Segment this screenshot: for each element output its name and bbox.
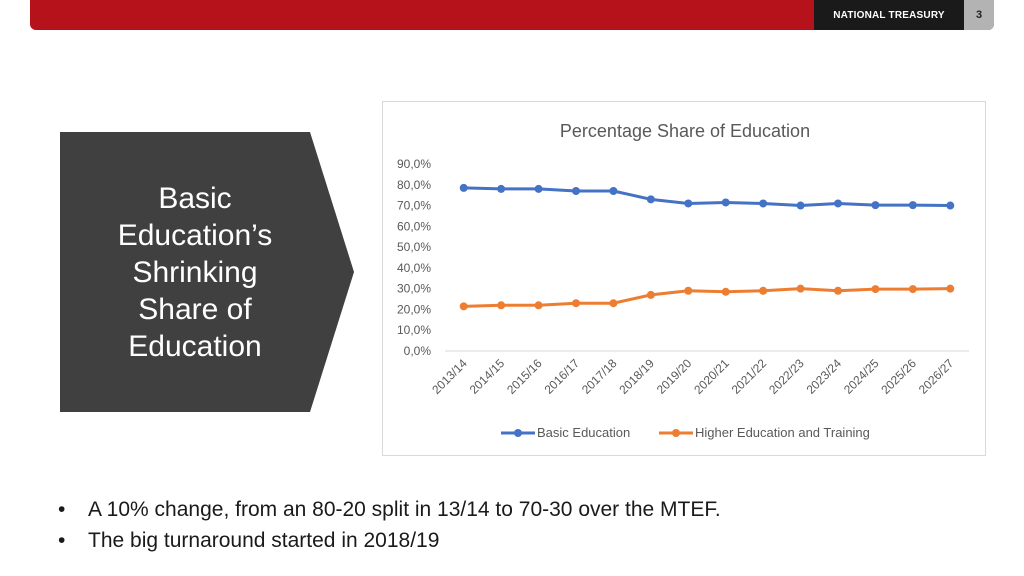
data-point — [759, 199, 768, 208]
data-point — [834, 286, 842, 295]
legend-label: Basic Education — [537, 425, 630, 440]
y-tick-label: 0,0% — [404, 344, 432, 358]
x-tick-label: 2023/24 — [804, 356, 845, 397]
y-tick-label: 90,0% — [397, 157, 431, 171]
data-point — [646, 290, 655, 299]
series-line — [463, 287, 951, 308]
chart-panel: Percentage Share of Education 0,0% 10,0% 2… — [382, 101, 986, 456]
x-tick-label: 2020/21 — [691, 356, 732, 397]
page-number: 3 — [964, 0, 994, 30]
data-point — [497, 301, 506, 310]
x-tick-label: 2017/18 — [579, 356, 620, 397]
x-tick-label: 2024/25 — [841, 356, 882, 397]
y-tick-label: 30,0% — [397, 282, 431, 296]
x-tick-label: 2022/23 — [766, 356, 807, 397]
x-tick-label: 2021/22 — [729, 356, 770, 397]
brand-label: NATIONAL TREASURY — [814, 0, 964, 30]
x-tick-label: 2026/27 — [916, 356, 957, 397]
data-point — [534, 301, 543, 310]
data-point — [946, 284, 955, 293]
x-tick-label: 2018/19 — [616, 356, 657, 397]
data-point — [721, 287, 730, 296]
x-tick-labels: 2013/142014/152015/162016/172017/182018/… — [429, 356, 956, 397]
bullet-item: A 10% change, from an 80-20 split in 13/… — [58, 494, 958, 525]
y-tick-labels: 0,0% 10,0% 20,0% 30,0% 40,0% 50,0% 60,0% 70,0% 8… — [397, 157, 431, 358]
data-point — [871, 285, 880, 294]
legend-label: Higher Education and Training — [695, 425, 870, 440]
data-point — [871, 201, 880, 210]
series-line — [463, 186, 951, 208]
x-tick-label: 2025/26 — [878, 356, 919, 397]
x-tick-label: 2013/14 — [429, 356, 470, 397]
data-point — [684, 199, 693, 208]
y-tick-label: 50,0% — [397, 240, 431, 254]
data-point — [497, 184, 506, 193]
data-point — [459, 302, 468, 311]
legend: Basic Education Higher Education and Trai… — [501, 425, 870, 440]
data-point — [908, 285, 917, 294]
data-point — [834, 199, 842, 208]
data-point — [908, 201, 917, 210]
line-chart: Percentage Share of Education 0,0% 10,0% 2… — [397, 121, 969, 440]
data-point — [646, 195, 655, 204]
data-point — [609, 299, 618, 308]
x-tick-label: 2019/20 — [654, 356, 695, 397]
data-point — [572, 187, 580, 196]
y-tick-label: 40,0% — [397, 261, 431, 275]
x-tick-label: 2015/16 — [504, 356, 545, 397]
y-tick-label: 60,0% — [397, 219, 431, 233]
chart-title: Percentage Share of Education — [560, 121, 810, 141]
title-chevron — [60, 132, 354, 412]
data-point — [721, 198, 730, 207]
y-tick-label: 70,0% — [397, 199, 431, 213]
y-tick-label: 80,0% — [397, 178, 431, 192]
data-point — [946, 201, 955, 210]
y-tick-label: 20,0% — [397, 302, 431, 316]
legend-swatch-marker — [514, 429, 522, 437]
series-group — [459, 183, 955, 311]
y-tick-label: 10,0% — [397, 323, 431, 337]
legend-swatch-marker — [672, 429, 680, 437]
data-point — [796, 201, 805, 210]
slide-title: Basic Education’s Shrinking Share of Edu… — [117, 181, 273, 363]
data-point — [796, 284, 805, 293]
data-point — [684, 286, 693, 295]
bullet-list: A 10% change, from an 80-20 split in 13/… — [58, 494, 958, 556]
x-tick-label: 2016/17 — [542, 356, 583, 397]
x-tick-label: 2014/15 — [467, 356, 508, 397]
data-point — [459, 183, 468, 192]
data-point — [759, 286, 768, 295]
data-point — [534, 184, 543, 193]
data-point — [609, 187, 618, 196]
data-point — [572, 299, 580, 308]
bullet-item: The big turnaround started in 2018/19 — [58, 525, 958, 556]
